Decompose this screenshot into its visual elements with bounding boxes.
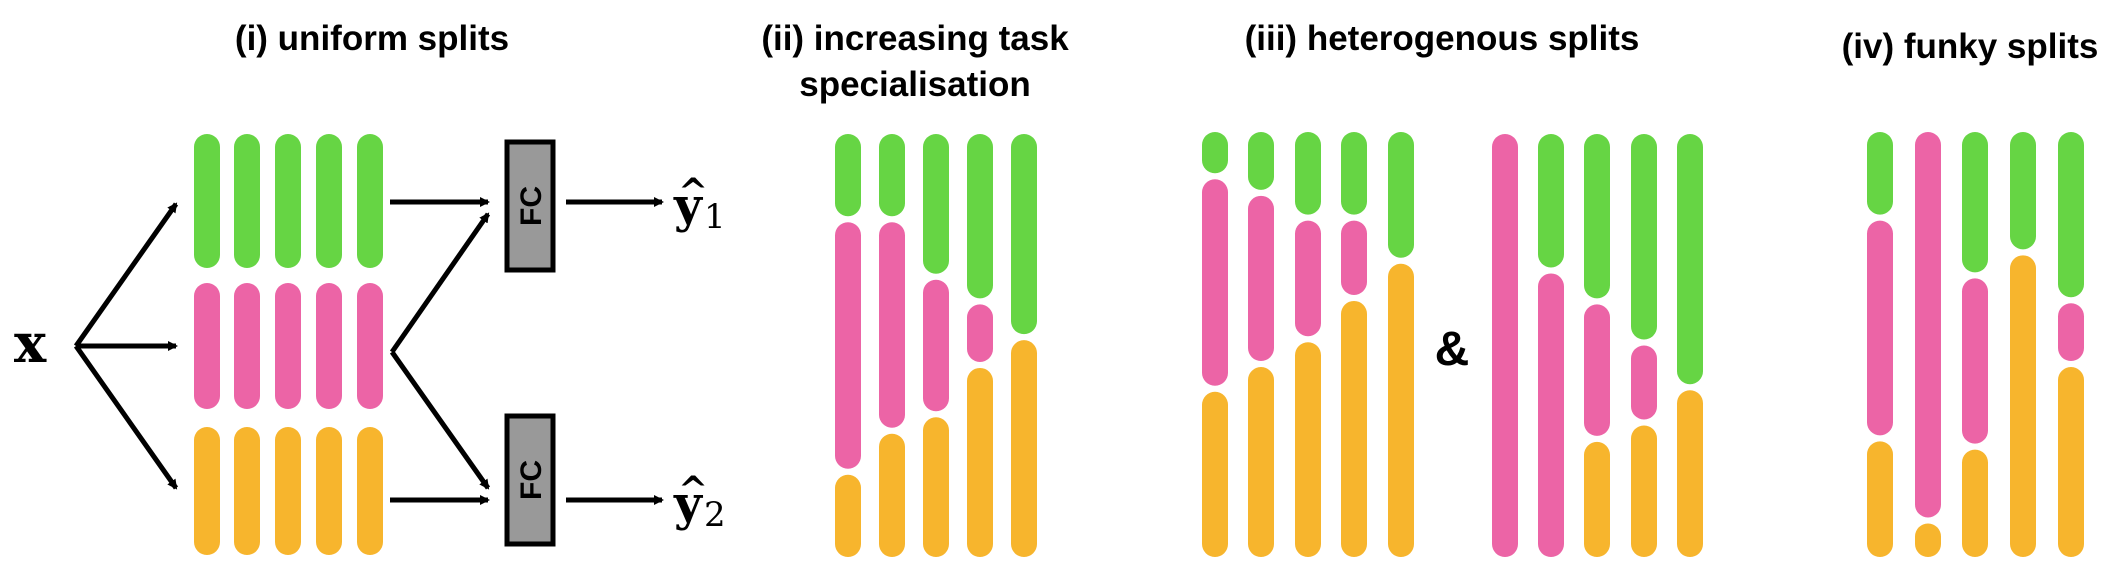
unit-col3-orange-3 — [1962, 449, 1988, 557]
fc-head-2: FC — [504, 413, 556, 547]
unit-col4-pink-2 — [1631, 345, 1657, 420]
unit-green-5 — [357, 134, 383, 268]
unit-col3-green-1 — [1584, 134, 1610, 299]
unit-col3-pink-2 — [1295, 220, 1321, 337]
unit-col2-green-1 — [879, 134, 905, 217]
unit-col1-green-1 — [1202, 132, 1228, 174]
arrow-x-to-orange — [73, 344, 179, 490]
unit-col2-pink-2 — [879, 222, 905, 428]
fc-head-2-label: FC — [515, 460, 548, 500]
unit-col4-pink-2 — [967, 304, 993, 362]
panel-heterogenous-a — [1202, 132, 1414, 557]
unit-pink-5 — [357, 283, 383, 409]
panel-heterogenous-b — [1492, 134, 1703, 557]
unit-col1-pink-1 — [1492, 134, 1518, 557]
unit-col3-pink-2 — [1962, 278, 1988, 444]
output-y2-hat: ^ — [678, 469, 708, 511]
unit-col4-green-1 — [1341, 132, 1367, 215]
panel-uniform: x FC FC ^ y 1 ^ y 2 — [14, 134, 726, 555]
unit-col4-green-1 — [1631, 134, 1657, 340]
unit-col2-green-1 — [1538, 134, 1564, 268]
output-y1: ^ y 1 — [673, 171, 726, 237]
panel-title-uniform: (i) uniform splits — [235, 19, 509, 58]
unit-col3-orange-3 — [1295, 342, 1321, 557]
unit-col4-green-1 — [967, 134, 993, 299]
unit-col3-green-1 — [1962, 132, 1988, 273]
unit-col2-orange-3 — [879, 433, 905, 557]
panel-title-funky: (iv) funky splits — [1842, 27, 2099, 66]
unit-col1-pink-2 — [1202, 179, 1228, 386]
unit-pink-4 — [316, 283, 342, 409]
unit-orange-5 — [357, 427, 383, 555]
fc-head-1: FC — [504, 139, 556, 273]
arrow-pink-to-fc1 — [389, 212, 491, 354]
unit-col4-orange-3 — [1631, 425, 1657, 557]
panel-increasing — [835, 134, 1037, 557]
unit-col4-orange-3 — [1341, 300, 1367, 557]
uniform-units — [194, 134, 383, 555]
unit-col5-green-1 — [1677, 134, 1703, 385]
heterogenous-joiner: & — [1435, 323, 1470, 376]
unit-col4-pink-2 — [1341, 220, 1367, 295]
unit-col3-green-1 — [923, 134, 949, 274]
unit-col2-green-1 — [1248, 132, 1274, 190]
unit-col5-green-1 — [1388, 132, 1414, 258]
output-y2: ^ y 2 — [673, 469, 726, 535]
unit-green-4 — [316, 134, 342, 268]
input-label: x — [14, 311, 47, 375]
unit-pink-1 — [194, 283, 220, 409]
unit-col1-pink-2 — [835, 222, 861, 469]
unit-col3-orange-3 — [923, 417, 949, 557]
unit-col3-pink-2 — [1584, 304, 1610, 436]
unit-col3-orange-3 — [1584, 441, 1610, 557]
panel-title-increasing-line1: (ii) increasing task — [761, 19, 1069, 58]
unit-col3-green-1 — [1295, 132, 1321, 215]
unit-orange-1 — [194, 427, 220, 555]
panel-title-heterogenous: (iii) heterogenous splits — [1245, 19, 1640, 58]
unit-col2-pink-2 — [1248, 195, 1274, 362]
unit-col5-orange-3 — [2058, 367, 2084, 557]
unit-col2-orange-3 — [1248, 367, 1274, 557]
unit-col4-green-1 — [2010, 132, 2036, 250]
unit-col1-orange-3 — [1202, 391, 1228, 557]
unit-col2-pink-2 — [1538, 273, 1564, 557]
output-y2-base: y — [673, 476, 704, 532]
panel-funky — [1867, 132, 2084, 557]
output-y1-base: y — [673, 178, 704, 234]
arrow-x-to-green — [73, 202, 179, 348]
unit-col1-orange-3 — [1867, 441, 1893, 557]
panel-title-increasing-line2: specialisation — [799, 65, 1030, 104]
unit-pink-2 — [234, 283, 260, 409]
unit-orange-2 — [234, 427, 260, 555]
unit-orange-3 — [275, 427, 301, 555]
unit-col5-orange-2 — [1388, 263, 1414, 557]
unit-col5-green-1 — [2058, 132, 2084, 298]
output-y1-hat: ^ — [678, 171, 708, 213]
output-y2-sub: 2 — [704, 495, 726, 535]
unit-col1-green-1 — [1867, 132, 1893, 215]
unit-green-1 — [194, 134, 220, 268]
unit-col3-pink-2 — [923, 279, 949, 412]
output-y1-sub: 1 — [704, 197, 726, 237]
unit-orange-4 — [316, 427, 342, 555]
unit-col5-orange-2 — [1677, 390, 1703, 557]
unit-col1-green-1 — [835, 134, 861, 217]
unit-green-3 — [275, 134, 301, 268]
unit-col5-green-1 — [1011, 134, 1037, 335]
fc-head-1-label: FC — [515, 186, 548, 226]
unit-col5-pink-2 — [2058, 303, 2084, 362]
unit-col2-pink-1 — [1915, 132, 1941, 518]
unit-col4-orange-2 — [2010, 255, 2036, 557]
unit-green-2 — [234, 134, 260, 268]
arrow-pink-to-fc2 — [389, 350, 491, 490]
unit-col2-orange-2 — [1915, 523, 1941, 557]
unit-pink-3 — [275, 283, 301, 409]
unit-col5-orange-2 — [1011, 340, 1037, 557]
unit-col1-orange-3 — [835, 474, 861, 557]
unit-col1-pink-2 — [1867, 220, 1893, 436]
unit-col4-orange-3 — [967, 367, 993, 557]
